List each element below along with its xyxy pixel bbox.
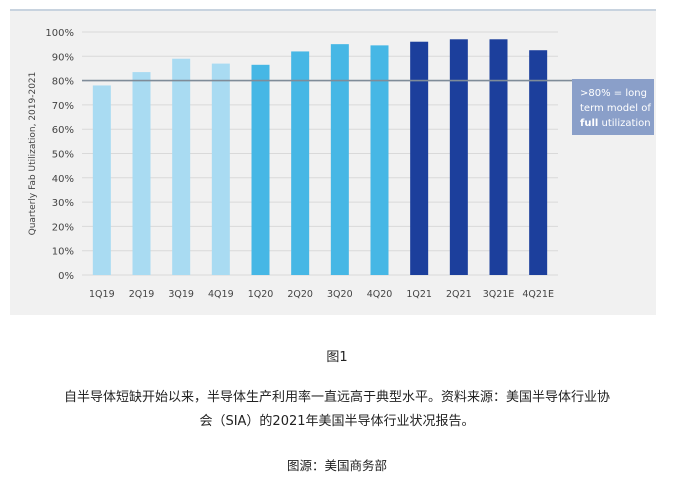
y-tick-label: 70% [52,101,74,112]
annotation-line-2: term model of [580,103,651,114]
x-tick-label: 4Q21E [522,289,554,300]
y-tick-label: 10% [52,247,74,258]
y-tick-label: 40% [52,174,74,185]
y-axis-label: Quarterly Fab Utilization, 2019-2021 [28,72,38,236]
annotation-rest: utilization [598,118,650,129]
y-tick-label: 80% [52,77,74,88]
y-tick-label: 60% [52,125,74,136]
bar [172,58,191,276]
image-source: 图源：美国商务部 [286,458,387,473]
y-tick-label: 90% [52,52,74,63]
annotation-line-1: >80% = long [580,88,647,99]
bar [370,45,389,275]
bar [330,44,349,276]
x-tick-label: 1Q19 [89,289,115,300]
x-tick-label: 3Q19 [168,289,194,300]
bar [489,39,508,275]
bar [132,72,151,275]
y-tick-label: 100% [45,28,74,39]
y-tick-label: 50% [52,150,74,161]
bar [291,51,310,275]
x-tick-label: 1Q21 [406,289,432,300]
bar [410,41,429,275]
bar [449,39,468,275]
fab-utilization-chart: 0% 10% 20% 30% 40% 50% 60% 70% 80% 90% 100% Quarter… [28,28,654,300]
annotation-bold-word: full [580,118,598,129]
caption-line-2: 会（SIA）的2021年美国半导体行业状况报告。 [199,414,475,429]
x-tick-label: 4Q20 [367,289,393,300]
annotation-box [572,79,654,135]
x-tick-label: 3Q21E [483,289,515,300]
y-tick-label: 20% [52,222,74,233]
bar [92,85,111,276]
x-tick-label: 2Q21 [446,289,472,300]
figure-label: 图1 [326,350,348,365]
annotation-line-3: full utilization [580,118,651,129]
x-tick-label: 4Q19 [208,289,234,300]
y-tick-label: 30% [52,198,74,209]
x-tick-label: 2Q20 [287,289,313,300]
bar [251,64,270,276]
x-tick-label: 1Q20 [248,289,274,300]
caption-line-1: 自半导体短缺开始以来，半导体生产利用率一直远高于典型水平。资料来源：美国半导体行… [63,390,610,405]
bar [529,50,548,275]
x-tick-label: 2Q19 [129,289,155,300]
bar [211,63,230,276]
x-tick-label: 3Q20 [327,289,353,300]
y-tick-label: 0% [58,271,74,282]
chart-panel: 0% 10% 20% 30% 40% 50% 60% 70% 80% 90% 100% Quarter… [10,9,656,315]
